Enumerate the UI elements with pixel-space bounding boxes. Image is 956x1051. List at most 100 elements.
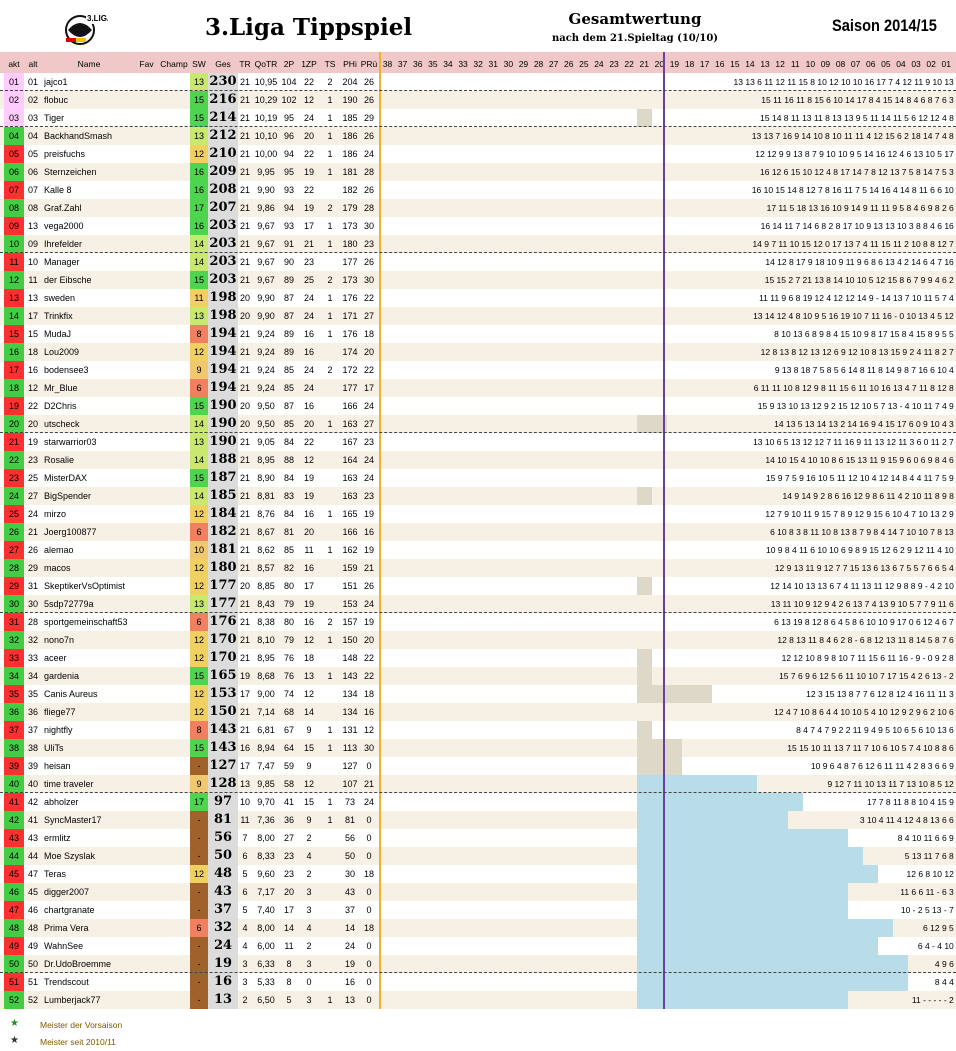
- total-points: 56: [208, 829, 238, 847]
- total-points: 194: [208, 361, 238, 379]
- tr-value: 13: [239, 779, 250, 789]
- p2-value: 59: [283, 761, 294, 771]
- table-row[interactable]: 08 08 Graf.Zahl 17 207 21 9,86 94 19 2 179 28 17 11 …: [0, 199, 956, 217]
- table-row[interactable]: 29 31 SkeptikerVsOptimist 12 177 20 8,85 80 17 15…: [0, 577, 956, 595]
- ts-value: 1: [327, 311, 333, 321]
- table-row[interactable]: 26 21 Joerg100877 6 182 21 8,67 81 20 166 16 6 10 8…: [0, 523, 956, 541]
- zp-value: 9: [306, 725, 312, 735]
- table-row[interactable]: 07 07 Kalle 8 16 208 21 9,90 93 22 182 26 16 10 15 …: [0, 181, 956, 199]
- table-row[interactable]: 40 40 time traveler 9 128 13 9,85 58 12 107 21 9 12…: [0, 775, 956, 793]
- table-row[interactable]: 28 29 macos 12 180 21 8,57 82 16 159 21 12 9 13 11 …: [0, 559, 956, 577]
- table-row[interactable]: 03 03 Tiger 15 214 21 10,19 95 24 1 185 29 15 14 8 1…: [0, 109, 956, 127]
- table-row[interactable]: 20 20 utscheck 14 190 20 9,50 85 20 1 163 27 14 13 5…: [0, 415, 956, 433]
- table-row[interactable]: 13 13 sweden 11 198 20 9,90 87 24 1 176 22 11 11 9 6…: [0, 289, 956, 307]
- table-row[interactable]: 46 45 digger2007-43 6 7,17 20 3 43 0 11 6 6 11 - …: [0, 883, 956, 901]
- table-row[interactable]: 04 04 BackhandSmash 13 212 21 10,10 96 20 1 186 26 1…: [0, 127, 956, 145]
- table-row[interactable]: 01 01 jajco1 13 230 21 10,95 104 22 2 204 26 13 13 6…: [0, 73, 956, 91]
- table-row[interactable]: 52 52 Lumberjack77-13 2 6,50 5 3 1 13 0 11 - - - -…: [0, 991, 956, 1009]
- sw-value: 15: [190, 739, 208, 757]
- table-row[interactable]: 33 33 aceer 12 170 21 8,95 76 18 148 22 12 12 10 8 …: [0, 649, 956, 667]
- table-row[interactable]: 12 11 der Eibsche 15 203 21 9,67 89 25 2 173 30 15 1…: [0, 271, 956, 289]
- table-row[interactable]: 24 27 BigSpender 14 185 21 8,81 83 19 163 23 14 9 1…: [0, 487, 956, 505]
- table-row[interactable]: 39 39 heisan -127 17 7,47 59 9 127 0 10 9 6 4 8 7 …: [0, 757, 956, 775]
- qotr-value: 9,90: [257, 311, 275, 321]
- table-row[interactable]: 10 09 Ihrefelder 14 203 21 9,67 91 21 1 180 23 14 9 …: [0, 235, 956, 253]
- column-header-md-37: 37: [397, 59, 408, 69]
- qotr-value: 8,90: [257, 473, 275, 483]
- zp-value: 11: [304, 545, 314, 555]
- qotr-value: 8,57: [257, 563, 275, 573]
- pru-value: 12: [363, 725, 374, 735]
- table-row[interactable]: 19 22 D2Chris 15 190 20 9,50 87 16 166 24 15 9 13 1…: [0, 397, 956, 415]
- table-row[interactable]: 18 12 Mr_Blue 6 194 21 9,24 85 24 177 17 6 11 11 10…: [0, 379, 956, 397]
- table-row[interactable]: 06 06 Sternzeichen 16 209 21 9,95 95 19 1 181 28 16 …: [0, 163, 956, 181]
- sw-value: 15: [190, 271, 208, 289]
- table-row[interactable]: 25 24 mirzo 12 184 21 8,76 84 16 1 165 19 12 7 9 10 …: [0, 505, 956, 523]
- table-row[interactable]: 36 36 fliege77 12 150 21 7,14 68 14 134 16 12 4 7 1…: [0, 703, 956, 721]
- table-row[interactable]: 15 15 MudaJ 8 194 21 9,24 89 16 1 176 18 8 10 13 6 8…: [0, 325, 956, 343]
- zp-value: 23: [303, 257, 314, 267]
- rank-previous: 42: [27, 797, 38, 807]
- p2-value: 36: [283, 815, 294, 825]
- table-row[interactable]: 44 44 Moe Szyslak -50 6 8,33 23 4 50 0 5 13 11 7 6…: [0, 847, 956, 865]
- column-header-md-26: 26: [564, 59, 574, 69]
- table-row[interactable]: 43 43 ermlitz -56 7 8,00 27 2 56 0 8 4 10 11 6 6 9: [0, 829, 956, 847]
- table-row[interactable]: 02 02 flobuc 15 216 21 10,29 102 12 1 190 26 15 11 1…: [0, 91, 956, 109]
- total-points: 216: [208, 91, 238, 109]
- sw-value: 14: [190, 235, 208, 253]
- zp-value: 20: [303, 527, 314, 537]
- player-name: Kalle 8: [44, 185, 72, 195]
- table-row[interactable]: 38 38 UliTs 15 143 16 8,94 64 15 1 113 30 15 15 10 1…: [0, 739, 956, 757]
- total-points: 127: [208, 757, 238, 775]
- table-row[interactable]: 14 17 Trinkfix 13 198 20 9,90 87 24 1 171 27 13 14 1…: [0, 307, 956, 325]
- table-row[interactable]: 30 30 5sdp72779a 13 177 21 8,43 79 19 153 24 13 11 …: [0, 595, 956, 613]
- pru-value: 22: [363, 293, 374, 303]
- sw-value: 6: [190, 613, 208, 631]
- table-row[interactable]: 09 13 vega2000 16 203 21 9,67 93 17 1 173 30 16 14 1…: [0, 217, 956, 235]
- table-row[interactable]: 11 10 Manager 14 203 21 9,67 90 23 177 26 14 12 8 1…: [0, 253, 956, 271]
- total-points: 32: [208, 919, 238, 937]
- table-row[interactable]: 23 25 MisterDAX 15 187 21 8,90 84 19 163 24 15 9 7 …: [0, 469, 956, 487]
- pru-value: 0: [366, 833, 372, 843]
- column-header-md-20: 20: [654, 59, 665, 69]
- zp-value: 19: [303, 203, 314, 213]
- p2-value: 91: [283, 239, 294, 249]
- table-row[interactable]: 48 48 Prima Vera 6 32 4 8,00 14 4 14 18 6 12 9 5: [0, 919, 956, 937]
- total-points: 170: [208, 649, 238, 667]
- ts-value: [320, 433, 340, 451]
- qotr-value: 10,29: [254, 95, 278, 105]
- rank-current: 40: [4, 775, 24, 793]
- table-row[interactable]: 21 19 starwarrior03 13 190 21 9,05 84 22 167 23 13 …: [0, 433, 956, 451]
- table-row[interactable]: 05 05 preisfuchs 12 210 21 10,00 94 22 1 186 24 12 1…: [0, 145, 956, 163]
- table-row[interactable]: 16 18 Lou2009 12 194 21 9,24 89 16 174 20 12 8 13 8…: [0, 343, 956, 361]
- tr-value: 10: [239, 797, 250, 807]
- table-row[interactable]: 49 49 WahnSee -24 4 6,00 11 2 24 0 6 4 - 4 10: [0, 937, 956, 955]
- table-row[interactable]: 47 46 chartgranate -37 5 7,40 17 3 37 0 10 - 2 5 1…: [0, 901, 956, 919]
- pru-value: 19: [363, 509, 374, 519]
- table-row[interactable]: 32 32 nono7n 12 170 21 8,10 79 12 1 150 20 12 8 13 1…: [0, 631, 956, 649]
- sw-value: 14: [190, 253, 208, 271]
- p2-value: 58: [283, 779, 294, 789]
- total-points: 177: [208, 577, 238, 595]
- table-row[interactable]: 27 26 alemao 10 181 21 8,62 85 11 1 162 19 10 9 8 4 …: [0, 541, 956, 559]
- rank-current: 26: [4, 523, 24, 541]
- table-row[interactable]: 51 51 Trendscout -16 3 5,33 8 0 16 0 8 4 4: [0, 973, 956, 991]
- ts-value: 2: [327, 77, 333, 87]
- player-name: sweden: [44, 293, 76, 303]
- ts-value: 1: [327, 995, 333, 1005]
- table-row[interactable]: 41 42 abholzer 17 97 10 9,70 41 15 1 73 24 17 7 8 11…: [0, 793, 956, 811]
- pru-value: 26: [363, 257, 374, 267]
- rank-current: 30: [4, 595, 24, 613]
- table-row[interactable]: 34 34 gardenia 15 165 19 8,68 76 13 1 143 22 15 7 6 …: [0, 667, 956, 685]
- table-row[interactable]: 17 16 bodensee3 9 194 21 9,24 85 24 2 172 22 9 13 8 …: [0, 361, 956, 379]
- ts-value: [320, 775, 340, 793]
- table-row[interactable]: 42 41 SyncMaster17-81 11 7,36 36 9 1 81 0 3 10 4 1…: [0, 811, 956, 829]
- table-row[interactable]: 31 28 sportgemeinschaft53 6 176 21 8,38 80 16 2 15…: [0, 613, 956, 631]
- table-row[interactable]: 22 23 Rosalie 14 188 21 8,95 88 12 164 24 14 10 15 …: [0, 451, 956, 469]
- table-row[interactable]: 37 37 nightfly 8 143 21 6,81 67 9 1 131 12 8 4 7 4 7…: [0, 721, 956, 739]
- rank-current: 41: [4, 793, 24, 811]
- table-row[interactable]: 45 47 Teras 12 48 5 9,60 23 2 30 18 12 6 8 10 12: [0, 865, 956, 883]
- missed-matchdays: [636, 793, 803, 811]
- table-row[interactable]: 50 50 Dr.UdoBroemme -19 3 6,33 8 3 19 0 4 9 6: [0, 955, 956, 973]
- table-row[interactable]: 35 35 Canis Aureus 12 153 17 9,00 74 12 134 18 12 3…: [0, 685, 956, 703]
